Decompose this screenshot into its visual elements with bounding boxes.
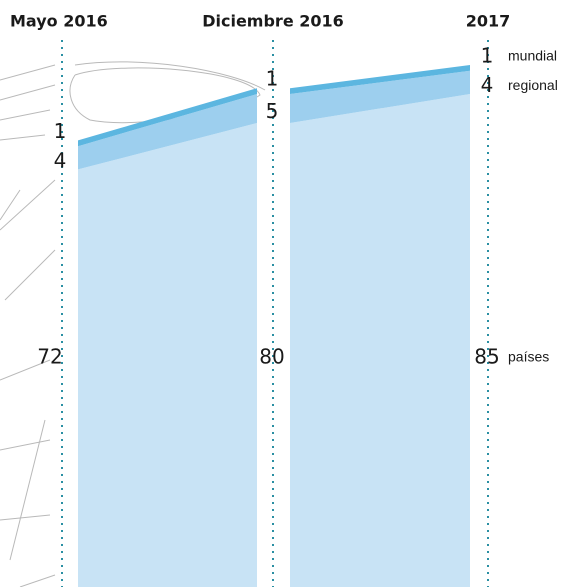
value-label: 4 (54, 148, 67, 172)
value-label: 1 (481, 44, 494, 68)
value-label: 72 (37, 345, 62, 369)
value-label: 1 (266, 67, 279, 91)
area-segment (290, 94, 470, 587)
value-label: 5 (266, 99, 279, 123)
value-label: 4 (481, 73, 494, 97)
area-segment (78, 94, 257, 170)
series-name: mundial (508, 48, 557, 64)
area-segment (78, 123, 257, 587)
value-label: 1 (54, 119, 67, 143)
category-label: Mayo 2016 (10, 12, 108, 31)
category-label: 2017 (466, 12, 511, 31)
decor-arc (74, 61, 266, 91)
decor-lines (0, 64, 56, 141)
series-name: regional (508, 77, 558, 93)
decor-lines (0, 179, 56, 587)
area-segment (290, 65, 470, 94)
value-label: 80 (259, 345, 284, 369)
value-label: 85 (474, 345, 499, 369)
area-segment (78, 88, 257, 147)
category-label: Diciembre 2016 (202, 12, 344, 31)
series-name: países (508, 349, 549, 365)
area-segment (290, 70, 470, 123)
